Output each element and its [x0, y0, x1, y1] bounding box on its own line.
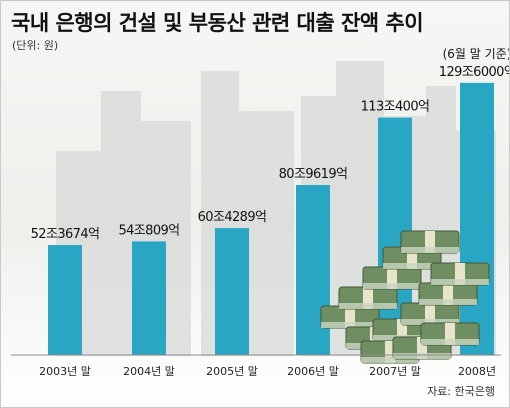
bundle-band — [455, 263, 465, 285]
chart-title: 국내 은행의 건설 및 부동산 관련 대출 잔액 추이 — [11, 11, 424, 35]
x-tick-label: 2008년 — [458, 365, 496, 378]
x-tick-label: 2003년 말 — [39, 365, 91, 378]
bundle-band — [425, 303, 435, 325]
bundle-band — [345, 306, 355, 328]
bundle-edge — [393, 353, 451, 359]
bundle-band — [387, 267, 397, 289]
bundle-edge — [431, 279, 489, 285]
x-tick-label: 2005년 말 — [206, 365, 258, 378]
bundle-edge — [421, 339, 479, 345]
annotation-label: (6월 말 기준) — [443, 47, 510, 61]
money-stack-illustration — [320, 230, 490, 364]
bar — [48, 245, 82, 355]
data-label: 129조6000억 — [439, 65, 510, 80]
bar — [132, 241, 166, 355]
data-label: 60조4289억 — [198, 210, 267, 225]
data-label: 80조9619억 — [279, 167, 348, 182]
bar — [296, 184, 330, 355]
bar — [215, 228, 249, 355]
bundle-band — [407, 247, 417, 269]
data-label: 54조809억 — [118, 223, 179, 238]
bundle-edge — [401, 319, 459, 325]
data-labels: 52조3674억 54조809억 60조4289억 80조9619억 113조400억 1… — [31, 47, 510, 242]
data-label: 52조3674억 — [31, 227, 100, 242]
data-label: 113조400억 — [361, 100, 430, 115]
bundle-band — [445, 323, 455, 345]
unit-label: (단위: 원) — [12, 39, 59, 52]
x-axis: 2003년 말 2004년 말 2005년 말 2006년 말 2007년 말 2008년 — [11, 354, 501, 378]
x-tick-label: 2006년 말 — [287, 365, 339, 378]
bundle-edge — [321, 322, 379, 328]
bundle-edge — [361, 357, 419, 363]
bundle-edge — [339, 303, 397, 309]
bundle-edge — [383, 263, 441, 269]
bundle-band — [425, 231, 435, 253]
bundle-band — [443, 283, 453, 305]
source-label: 자료: 한국은행 — [427, 385, 495, 398]
bundle-band — [397, 319, 407, 341]
bundle-band — [363, 287, 373, 309]
bar — [460, 82, 494, 355]
x-tick-label: 2004년 말 — [123, 365, 175, 378]
bundle-edge — [419, 299, 477, 305]
bundle-edge — [401, 247, 459, 253]
bundle-band — [385, 341, 395, 363]
bundle-edge — [363, 283, 421, 289]
bundle-band — [417, 337, 427, 359]
x-tick-label: 2007년 말 — [369, 365, 421, 378]
